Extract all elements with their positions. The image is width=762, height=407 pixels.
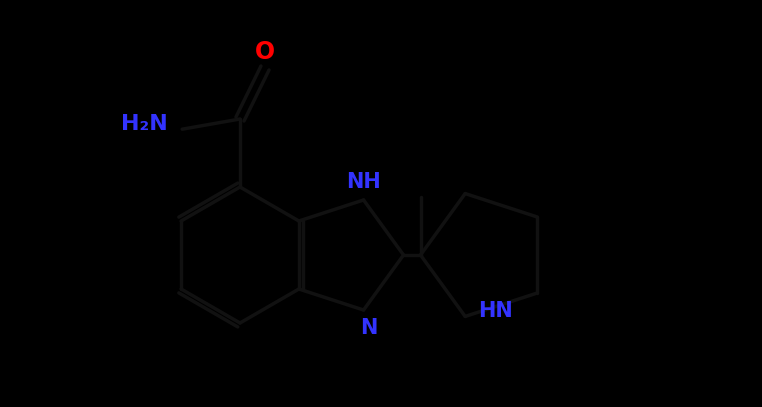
Text: O: O xyxy=(255,40,275,64)
Text: NH: NH xyxy=(346,172,381,192)
Text: H₂N: H₂N xyxy=(121,114,168,134)
Text: N: N xyxy=(360,318,377,338)
Text: HN: HN xyxy=(478,302,513,322)
